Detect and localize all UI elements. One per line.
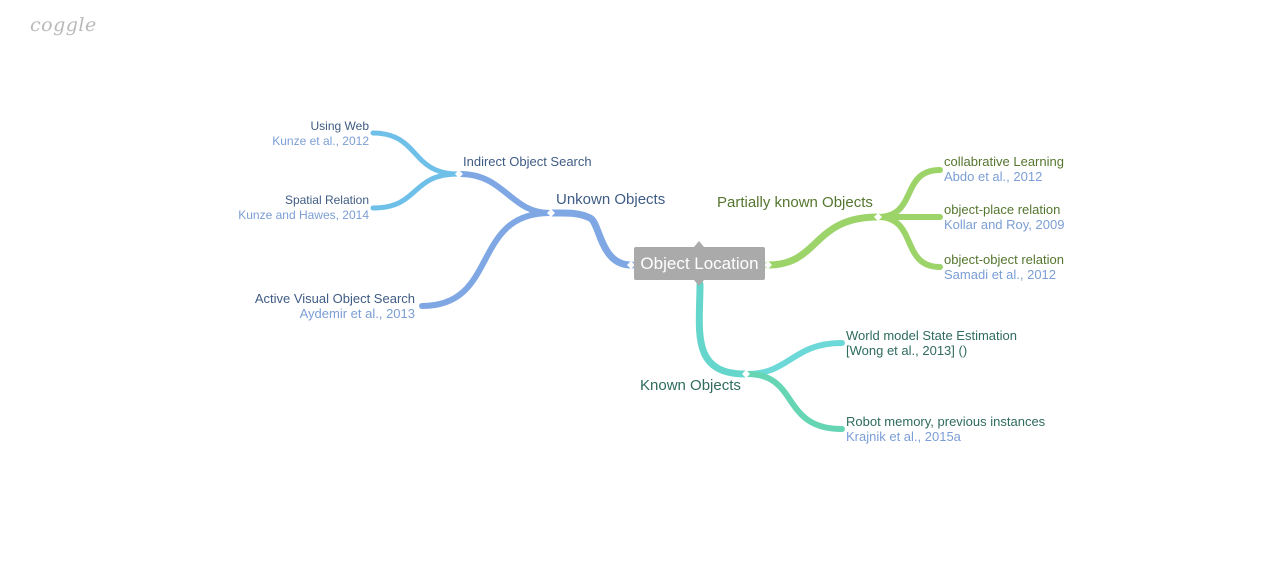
branch-center-partial <box>764 213 882 269</box>
node-using-web[interactable]: Using Web Kunze et al., 2012 <box>272 119 369 149</box>
branch-indirect-spatial <box>370 171 461 211</box>
node-world-model-state-estimation-label: World model State Estimation <box>846 328 1017 343</box>
node-spatial-relation[interactable]: Spatial Relation Kunze and Hawes, 2014 <box>238 193 369 223</box>
node-unknown-objects[interactable]: Unkown Objects <box>556 192 665 207</box>
node-using-web-label: Using Web <box>310 119 369 133</box>
node-indirect-object-search-label: Indirect Object Search <box>463 154 592 169</box>
node-robot-memory-label: Robot memory, previous instances <box>846 414 1046 429</box>
node-unknown-objects-label: Unkown Objects <box>556 191 666 208</box>
node-spatial-relation-citation: Kunze and Hawes, 2014 <box>238 208 369 222</box>
junction-unknown <box>547 209 555 217</box>
node-robot-memory[interactable]: Robot memory, previous instances Krajnik… <box>846 414 1045 444</box>
node-world-model-state-estimation[interactable]: World model State Estimation [Wong et al… <box>846 328 1017 358</box>
node-active-visual-search-label: Active Visual Object Search <box>254 291 415 306</box>
node-collaborative-learning-label: collabrative Learning <box>944 154 1064 169</box>
center-node-label: Object Location <box>640 254 759 273</box>
node-object-place-relation[interactable]: object-place relation Kollar and Roy, 20… <box>944 202 1064 232</box>
node-object-place-relation-label: object-place relation <box>944 202 1061 217</box>
node-object-object-relation[interactable]: object-object relation Samadi et al., 20… <box>944 252 1064 282</box>
node-robot-memory-citation: Krajnik et al., 2015a <box>846 429 961 444</box>
node-object-place-relation-citation: Kollar and Roy, 2009 <box>944 217 1065 232</box>
node-active-visual-search-citation: Aydemir et al., 2013 <box>299 306 415 321</box>
node-partially-known-objects-label: Partially known Objects <box>717 194 873 211</box>
junction-center-right <box>764 261 772 269</box>
node-indirect-object-search[interactable]: Indirect Object Search <box>463 154 592 169</box>
branch-known-memory <box>744 371 845 432</box>
junction-partial <box>874 213 882 221</box>
node-collaborative-learning-citation: Abdo et al., 2012 <box>944 169 1043 184</box>
node-using-web-citation: Kunze et al., 2012 <box>272 134 369 148</box>
branch-partial-collab <box>875 167 943 220</box>
node-object-object-relation-label: object-object relation <box>944 252 1064 267</box>
node-known-objects[interactable]: Known Objects <box>640 378 741 393</box>
center-node[interactable]: Object Location <box>634 241 765 286</box>
node-object-object-relation-citation: Samadi et al., 2012 <box>944 267 1057 282</box>
node-world-model-state-estimation-citation: [Wong et al., 2013] () <box>846 343 968 358</box>
branch-unknown-active <box>419 210 553 309</box>
node-active-visual-search[interactable]: Active Visual Object Search Aydemir et a… <box>255 291 415 321</box>
node-known-objects-label: Known Objects <box>640 377 741 394</box>
branch-indirect-web <box>370 130 461 177</box>
junction-known <box>742 370 750 378</box>
junction-center-left <box>627 261 635 269</box>
center-node-bottom-handle <box>694 280 704 286</box>
node-spatial-relation-label: Spatial Relation <box>284 193 369 207</box>
branch-center-unknown <box>548 209 636 269</box>
center-node-top-handle <box>694 241 704 247</box>
branch-unknown-indirect <box>457 171 553 216</box>
branch-known-world <box>744 340 845 377</box>
junction-indirect <box>455 170 463 178</box>
node-collaborative-learning[interactable]: collabrative Learning Abdo et al., 2012 <box>944 154 1064 184</box>
branch-partial-object <box>875 214 943 270</box>
coggle-logo[interactable]: coggle <box>30 14 97 36</box>
node-partially-known-objects[interactable]: Partially known Objects <box>717 195 873 210</box>
branch-center-known <box>695 280 749 378</box>
